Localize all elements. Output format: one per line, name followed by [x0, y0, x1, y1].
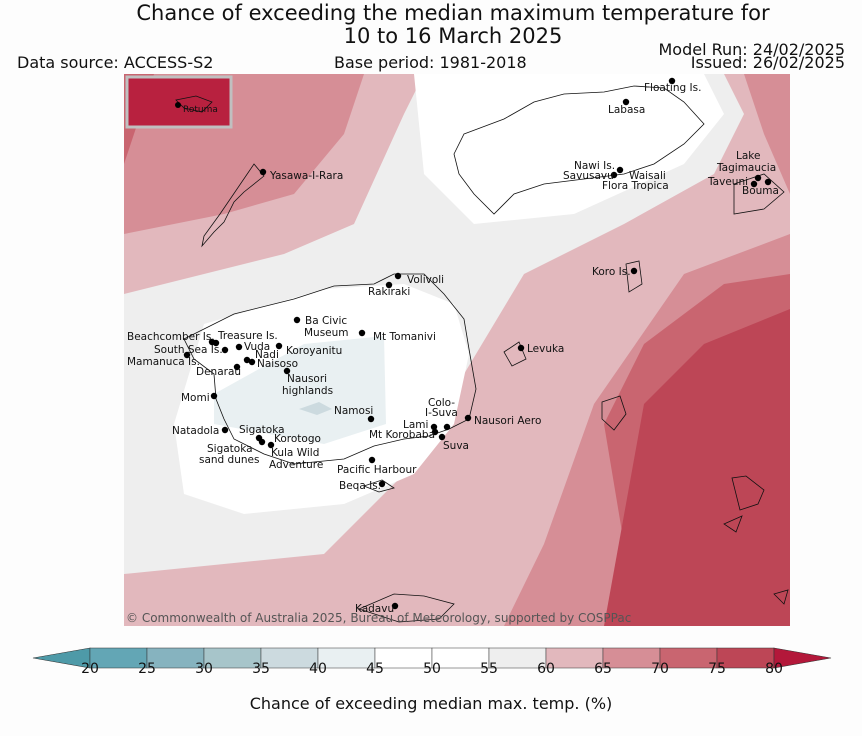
rotuma-dot [175, 102, 181, 108]
label-beqa-is: Beqa Is. [339, 480, 381, 492]
label-koro-is: Koro Is. [592, 266, 631, 278]
title-line-2: 10 to 16 March 2025 [343, 24, 563, 48]
base-period-label: Base period: 1981-2018 [334, 53, 527, 72]
label-bouma: Bouma [742, 185, 779, 197]
label-nawi-is: Nawi Is. [574, 160, 615, 172]
label-beachcomber-is: Beachcomber Is. [127, 331, 215, 343]
label-tagimaucia: Tagimaucia [716, 162, 776, 174]
zone-40-45 [214, 336, 386, 444]
koro-coast [625, 260, 643, 293]
label-natadola: Natadola [172, 425, 219, 437]
label-pacific-harbour: Pacific Harbour [337, 464, 417, 476]
colorbar-tick-label: 65 [594, 661, 612, 677]
label-momi: Momi [181, 392, 210, 404]
east-island-2 [723, 515, 743, 533]
label-suva: Suva [443, 440, 469, 452]
label-sigatoka-dunes: Sigatoka [207, 443, 253, 455]
label-savusavu: Savusavu [563, 170, 614, 182]
colorbar-tick-label: 75 [708, 661, 726, 677]
label-lami: Lami [403, 419, 428, 431]
label-mt-tomanivi: Mt Tomanivi [373, 331, 436, 343]
label-naisoso: Naisoso [257, 358, 298, 370]
colorbar-tick-label: 25 [138, 661, 156, 677]
label-koroyanitu: Koroyanitu [286, 345, 342, 357]
colorbar-tick-label: 60 [537, 661, 555, 677]
label-waisali: Waisali [629, 170, 666, 182]
data-source-label: Data source: ACCESS-S2 [17, 53, 214, 72]
rotuma-coast [175, 95, 213, 113]
label-treasure-is: Treasure Is. [217, 330, 278, 342]
zone-75-80 [604, 309, 790, 626]
title-line-1: Chance of exceeding the median maximum t… [136, 1, 770, 25]
label-museum: Museum [304, 327, 349, 339]
colorbar-label: Chance of exceeding median max. temp. (%… [249, 694, 613, 713]
label-flora-tropica: Flora Tropica [602, 180, 669, 192]
inset-rotuma: Rotuma [125, 75, 233, 129]
place-labels: Floating Is. Labasa Nawi Is. Savusavu Wa… [127, 82, 779, 615]
label-lake: Lake [736, 150, 760, 162]
issued-label: Issued: 26/02/2025 [690, 53, 845, 72]
label-denarau: Denarau [196, 366, 241, 378]
colorbar-tick-label: 45 [366, 661, 384, 677]
colorbar-tick-label: 35 [252, 661, 270, 677]
probability-fill [124, 74, 790, 626]
label-nausori: Nausori [287, 373, 327, 385]
label-colo: Colo- [428, 397, 455, 409]
label-mamanuca-is: Mamanuca Is. [127, 356, 200, 368]
label-mt-korobaba: Mt Korobaba [369, 429, 435, 441]
colorbar-swatches [32, 647, 832, 669]
label-levuka: Levuka [527, 343, 564, 355]
label-taveuni: Taveuni [707, 176, 748, 188]
label-floating-is: Floating Is. [644, 82, 701, 94]
rotuma-label: Rotuma [183, 105, 218, 115]
colorbar-tick-label: 30 [195, 661, 213, 677]
colorbar-over-arrow [773, 647, 832, 669]
colorbar-tick-label: 55 [480, 661, 498, 677]
place-dots [183, 77, 772, 610]
label-sand-dunes: sand dunes [199, 454, 259, 466]
label-i-suva: I-Suva [425, 407, 458, 419]
colorbar-tick-label: 40 [309, 661, 327, 677]
east-island-3 [773, 589, 789, 605]
zone-above-75-northeast [744, 74, 790, 194]
colorbar-tick-label: 80 [765, 661, 783, 677]
label-ba-civic: Ba Civic [305, 315, 347, 327]
copyright-text: © Commonwealth of Australia 2025, Bureau… [126, 611, 631, 625]
label-nausori-aero: Nausori Aero [474, 415, 541, 427]
ovalau-coast [503, 341, 527, 367]
label-nadi: Nadi [255, 349, 279, 361]
beqa-coast [362, 479, 395, 493]
colorbar-ticks: 20 25 30 35 40 45 50 55 60 65 70 75 80 [81, 661, 783, 677]
kadavu-coast [357, 593, 455, 623]
label-south-sea-is: South Sea Is. [154, 344, 223, 356]
yasawa-coast [201, 163, 265, 248]
label-yasawa-i-rara: Yasawa-I-Rara [269, 170, 343, 182]
label-sigatoka: Sigatoka [239, 424, 285, 436]
east-island-1 [731, 475, 765, 511]
vanua-levu-coast [453, 85, 705, 215]
map-title: Chance of exceeding the median maximum t… [0, 2, 862, 48]
label-adventure: Adventure [269, 459, 323, 471]
label-highlands: highlands [282, 385, 333, 397]
label-labasa: Labasa [608, 104, 645, 116]
label-kula-wild: Kula Wild [271, 447, 319, 459]
label-vuda: Vuda [244, 341, 270, 353]
colorbar-tick-label: 70 [651, 661, 669, 677]
zone-35-40 [299, 402, 332, 415]
label-korotogo: Korotogo [274, 433, 321, 445]
map-panel: Rotuma Floating Is. Labasa Nawi Is. Savu… [124, 74, 790, 626]
inset-box [125, 75, 233, 129]
label-namosi: Namosi [334, 405, 373, 417]
colorbar: 20 25 30 35 40 45 50 55 60 65 70 75 80 [32, 647, 832, 677]
colorbar-tick-label: 50 [423, 661, 441, 677]
label-kadavu: Kadavu [355, 603, 394, 615]
gau-coast [601, 395, 627, 431]
label-rakiraki: Rakiraki [368, 286, 410, 298]
colorbar-tick-label: 20 [81, 661, 99, 677]
label-volivoli: Volivoli [407, 274, 444, 286]
model-run-label: Model Run: 24/02/2025 [658, 40, 846, 59]
